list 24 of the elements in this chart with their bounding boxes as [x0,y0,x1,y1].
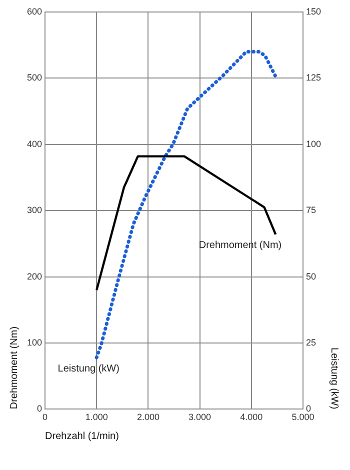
y2-tick-label: 75 [306,205,316,216]
y-tick-label: 400 [26,138,42,149]
y2-tick-label: 50 [306,271,316,282]
series-label: Leistung (kW) [58,363,120,374]
y2-tick-label: 100 [306,138,322,149]
y-tick-label: 500 [26,72,42,83]
y2-tick-label: 0 [306,404,311,414]
y-tick-label: 0 [37,404,42,414]
x-tick-label: 4.000 [240,412,263,422]
x-tick-label: 3.000 [188,412,212,422]
y-tick-label: 200 [26,271,42,282]
x-tick-label: 2.000 [136,412,160,422]
x-tick-label: 5.000 [292,412,314,422]
y2-tick-label: 125 [306,72,322,83]
y-tick-label: 100 [26,337,42,348]
y-tick-label: 600 [26,6,42,16]
y-tick-label: 300 [26,205,42,216]
y2-tick-label: 25 [306,337,316,348]
series-label: Drehmoment (Nm) [198,240,282,252]
x-tick-label: 1.000 [85,412,108,422]
y2-axis-title: Leistung (kW) [328,348,340,410]
x-axis-title: Drehzahl (1/min) [45,430,119,442]
y-axis-title: Drehmoment (Nm) [8,326,20,410]
y2-tick-label: 150 [306,6,322,16]
